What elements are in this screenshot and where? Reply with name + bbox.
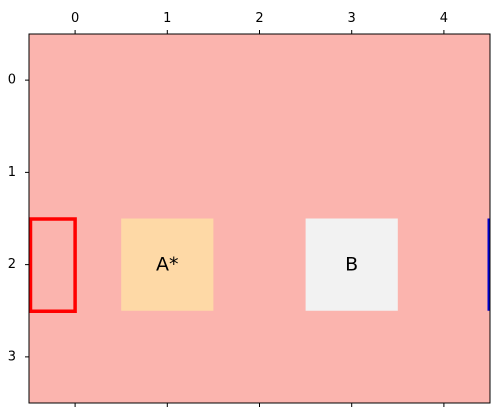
cell-label: A*	[156, 254, 179, 276]
y-tick-label: 2	[8, 257, 16, 272]
plot-area: A* B	[28, 34, 491, 403]
heatmap-background	[29, 34, 490, 403]
x-tick-label: 2	[255, 11, 263, 26]
x-tick-label: 1	[163, 11, 171, 26]
x-tick-label: 3	[348, 11, 356, 26]
x-tick-label: 4	[440, 11, 448, 26]
y-tick-label: 1	[8, 165, 16, 180]
y-tick-label: 3	[8, 349, 16, 364]
y-tick-label: 0	[8, 73, 16, 88]
outline-marker-1	[28, 217, 77, 313]
axes: 0 1 2 3 4 0 1 2 3	[8, 11, 491, 407]
heatmap-cell-2	[305, 218, 398, 311]
cell-label: B	[345, 254, 358, 276]
heatmap-cell-1	[121, 218, 214, 311]
x-tick-label: 0	[71, 11, 79, 26]
